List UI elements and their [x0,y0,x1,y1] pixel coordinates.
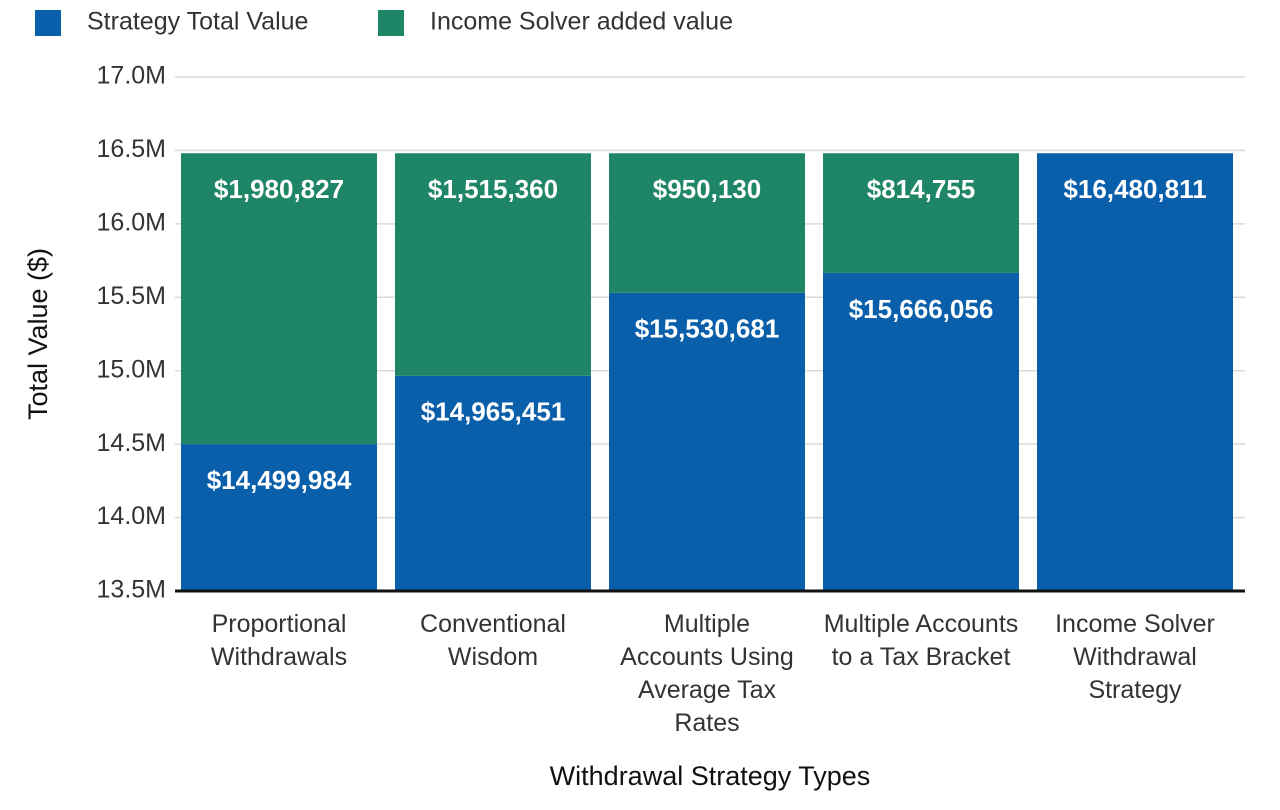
y-tick-label: 17.0M [97,62,166,90]
y-tick-label: 13.5M [97,576,166,604]
y-axis-title: Total Value ($) [23,248,53,420]
y-tick-label: 16.5M [97,135,166,163]
legend-swatch [378,10,404,36]
y-tick-label: 16.0M [97,208,166,236]
bar-segment [823,153,1019,273]
data-label: $950,130 [653,174,761,204]
bar-segment [395,375,591,591]
legend-label: Strategy Total Value [87,8,308,36]
x-tick-label: Proportional Withdrawals [210,610,348,671]
bar-segment [181,153,377,445]
data-label: $1,980,827 [214,174,344,204]
x-tick-label: Conventional Wisdom [420,610,566,671]
y-tick-label: 14.0M [97,502,166,530]
x-tick-label: Multiple Accounts Using Average Tax Rate… [620,610,794,737]
bar-segment [823,272,1019,591]
y-tick-label: 14.5M [97,429,166,457]
legend-swatch [35,10,61,36]
data-label: $16,480,811 [1063,174,1206,204]
data-label: $14,965,451 [421,397,566,427]
legend-label: Income Solver added value [430,8,733,36]
x-axis-title: Withdrawal Strategy Types [550,761,871,791]
data-label: $15,666,056 [849,294,994,324]
bar-segment [395,153,591,376]
data-label: $14,499,984 [207,465,352,495]
data-label: $1,515,360 [428,174,558,204]
bar-segment [609,292,805,591]
x-tick-label: Multiple Accounts to a Tax Bracket [823,610,1019,671]
bar-segment [1037,153,1233,591]
y-tick-label: 15.5M [97,282,166,310]
bar-segment [609,153,805,293]
bar-segment [181,444,377,591]
y-tick-label: 15.0M [97,355,166,383]
x-tick-label: Income Solver Withdrawal Strategy [1055,610,1215,704]
data-label: $814,755 [867,174,975,204]
data-label: $15,530,681 [635,314,780,344]
